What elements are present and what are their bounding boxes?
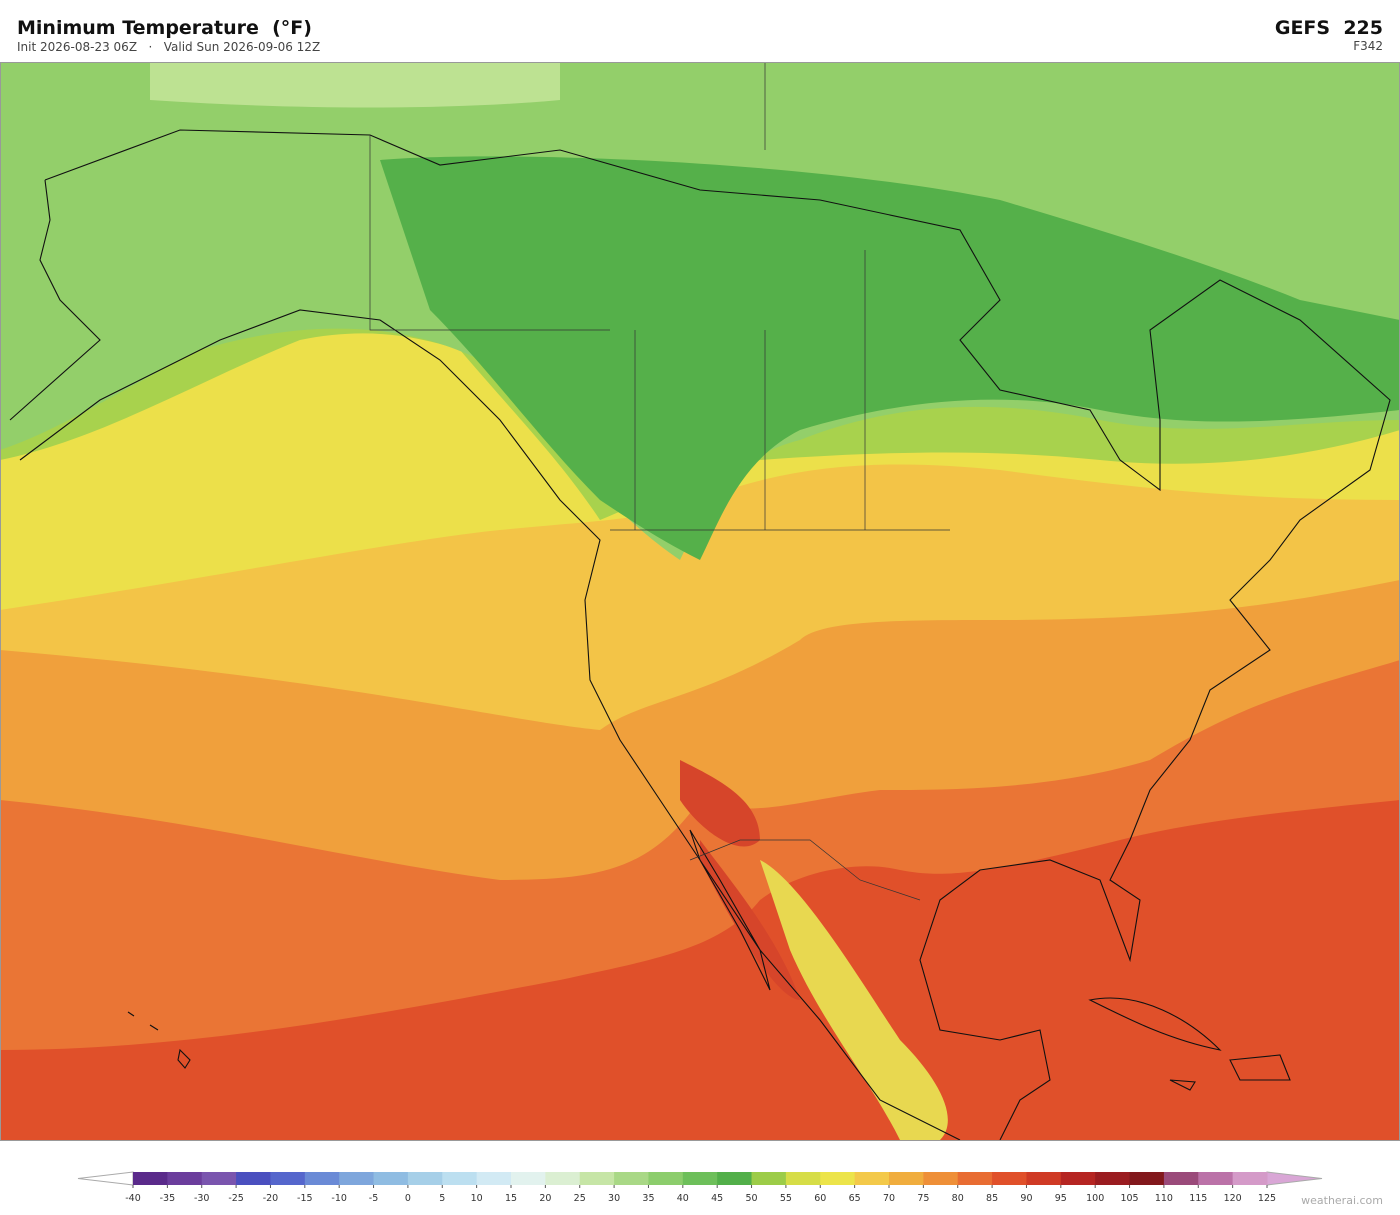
colorbar-tick-label: -25 — [228, 1193, 244, 1204]
colorbar-tick-label: 5 — [439, 1193, 445, 1204]
colorbar-tick-label: 20 — [539, 1193, 551, 1204]
colorbar-swatch — [854, 1172, 890, 1185]
colorbar-swatch — [614, 1172, 649, 1185]
colorbar-swatch — [785, 1172, 821, 1185]
colorbar-swatch — [1026, 1172, 1062, 1185]
colorbar-tick-label: 55 — [780, 1193, 792, 1204]
credit: weatherai.com — [1301, 1194, 1383, 1207]
colorbar-swatch — [957, 1172, 993, 1185]
map — [0, 62, 1400, 1141]
colorbar-swatch — [751, 1172, 787, 1185]
field-band — [760, 860, 948, 1140]
colorbar-tick-label: 70 — [883, 1193, 895, 1204]
colorbar-swatch — [511, 1172, 546, 1185]
colorbar-tick-label: 110 — [1155, 1193, 1173, 1204]
colorbar-tick-label: 65 — [849, 1193, 861, 1204]
colorbar-tick-label: 90 — [1020, 1193, 1032, 1204]
colorbar-under — [77, 1171, 134, 1186]
colorbar-tick-label: -20 — [263, 1193, 279, 1204]
colorbar-tick-label: 105 — [1120, 1193, 1138, 1204]
colorbar-tick-label: 40 — [677, 1193, 689, 1204]
colorbar-swatch — [1060, 1172, 1096, 1185]
colorbar-swatch — [820, 1172, 856, 1185]
colorbar-tick-label: 85 — [986, 1193, 998, 1204]
border — [369, 62, 950, 901]
colorbar-swatch — [304, 1172, 340, 1185]
colorbar-swatch — [1163, 1172, 1199, 1185]
colorbar-tick-label: -30 — [194, 1193, 210, 1204]
colorbar-tick-label: 125 — [1258, 1193, 1276, 1204]
colorbar-tick-label: 35 — [642, 1193, 654, 1204]
colorbar-tick-label: 0 — [405, 1193, 411, 1204]
colorbar-swatch — [373, 1172, 409, 1185]
colorbar-swatch — [1232, 1172, 1268, 1185]
colorbar-tick-label: 75 — [917, 1193, 929, 1204]
colorbar-tick-label: -40 — [125, 1193, 141, 1204]
colorbar-tick-label: 120 — [1224, 1193, 1242, 1204]
colorbar-swatch — [442, 1172, 478, 1185]
model-label: GEFS 225 — [1275, 17, 1383, 39]
colorbar-swatch — [579, 1172, 615, 1185]
colorbar-tick-label: -35 — [160, 1193, 176, 1204]
colorbar-swatch — [236, 1172, 271, 1185]
colorbar-tick-label: 100 — [1086, 1193, 1104, 1204]
colorbar-tick-label: -15 — [297, 1193, 313, 1204]
colorbar-swatch — [167, 1172, 203, 1185]
colorbar-tick-label: 115 — [1189, 1193, 1207, 1204]
colorbar-tick-label: 80 — [952, 1193, 964, 1204]
title: Minimum Temperature (°F) — [17, 17, 312, 39]
forecast-hour: F342 — [1353, 39, 1383, 53]
colorbar-over — [1266, 1171, 1323, 1186]
colorbar-swatch — [648, 1172, 684, 1185]
coastline — [9, 129, 1391, 1140]
colorbar-swatch — [992, 1172, 1027, 1185]
colorbar-tick-label: 15 — [505, 1193, 517, 1204]
colorbar-tick-label: 45 — [711, 1193, 723, 1204]
colorbar-swatch — [1129, 1172, 1165, 1185]
colorbar-tick-label: 95 — [1055, 1193, 1067, 1204]
colorbar-swatch — [923, 1172, 959, 1185]
colorbar-tick-label: 60 — [814, 1193, 826, 1204]
colorbar-swatch — [407, 1172, 443, 1185]
colorbar-swatch — [201, 1172, 237, 1185]
colorbar-tick-label: 10 — [471, 1193, 483, 1204]
field-band — [150, 62, 560, 108]
colorbar-swatch — [476, 1172, 512, 1185]
colorbar-tick-label: 30 — [608, 1193, 620, 1204]
colorbar-tick-label: 25 — [574, 1193, 586, 1204]
colorbar-swatch — [682, 1172, 718, 1185]
field-band — [680, 760, 800, 1000]
colorbar-swatch — [545, 1172, 581, 1185]
colorbar-swatch — [889, 1172, 924, 1185]
colorbar-swatch — [339, 1172, 375, 1185]
colorbar-tick-label: -5 — [369, 1193, 378, 1204]
colorbar-swatch — [270, 1172, 306, 1185]
colorbar-tick-label: -10 — [331, 1193, 347, 1204]
colorbar: -40 -35 -30 -25 -20 -15 -10 -5 0 5 10 15 20 25 30 35 40 4… — [77, 1171, 1323, 1204]
colorbar-swatch — [717, 1172, 753, 1185]
colorbar-tick-label: 50 — [745, 1193, 757, 1204]
colorbar-swatch — [133, 1172, 168, 1185]
colorbar-swatch — [1095, 1172, 1131, 1185]
colorbar-swatch — [1198, 1172, 1234, 1185]
subtitle: Init 2026-08-23 06Z · Valid Sun 2026-09-… — [17, 40, 320, 54]
